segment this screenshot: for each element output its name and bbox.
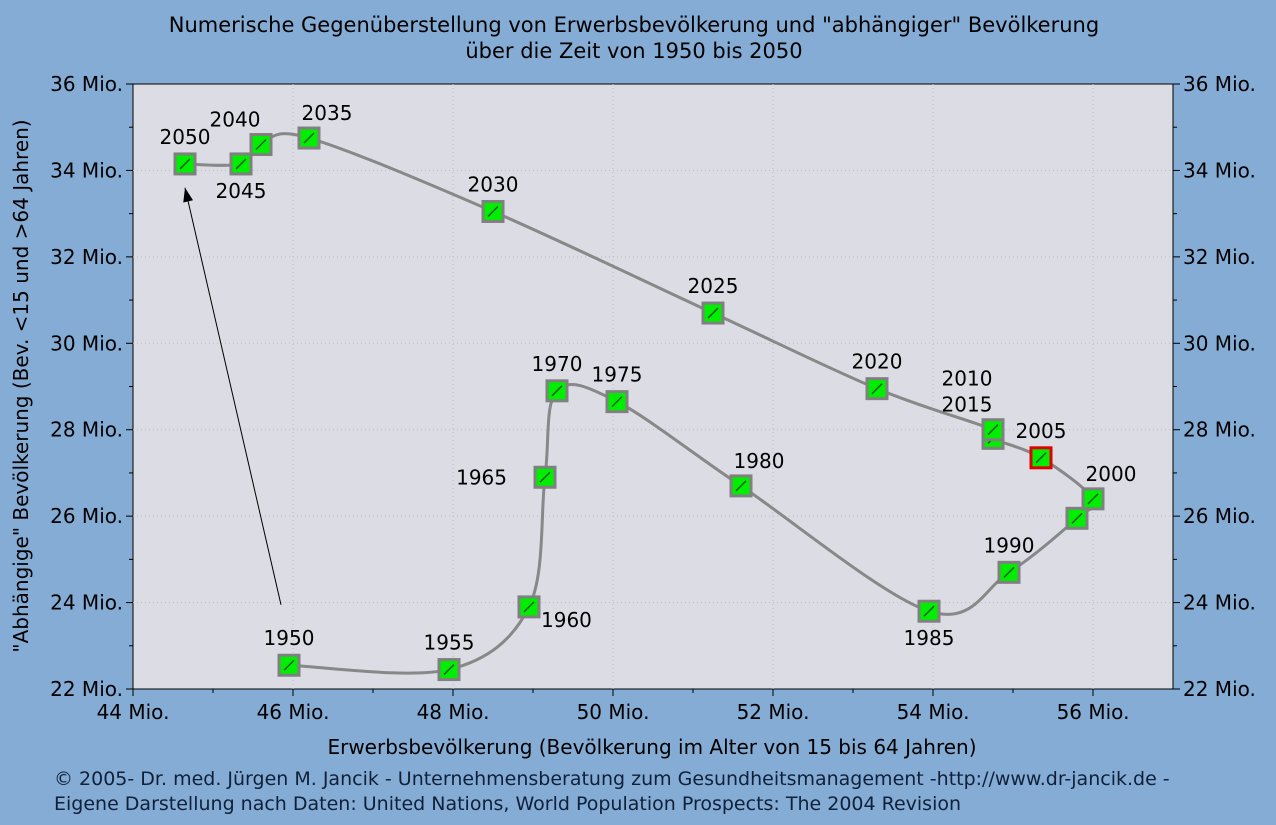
x-axis-label: Erwerbsbevölkerung (Bevölkerung im Alter… — [327, 735, 976, 759]
y-tick-label-right: 34 Mio. — [1183, 158, 1256, 182]
y-tick-label-right: 28 Mio. — [1183, 418, 1256, 442]
y-axis-label: "Abhängige" Bevölkerung (Bev. <15 und >6… — [9, 119, 33, 652]
point-label-1965: 1965 — [456, 465, 507, 489]
point-label-2020: 2020 — [852, 350, 903, 374]
point-label-1980: 1980 — [734, 449, 785, 473]
trend-arrow-head — [183, 187, 194, 203]
data-point-mark-1975 — [611, 396, 623, 408]
data-point-mark-2025 — [707, 307, 719, 319]
data-point-mark-2030 — [487, 205, 499, 218]
y-tick-label-left: 34 Mio. — [50, 158, 123, 182]
y-tick-label-right: 22 Mio. — [1183, 677, 1256, 701]
data-point-mark-1980 — [735, 480, 747, 492]
y-tick-label-left: 30 Mio. — [50, 331, 123, 355]
data-point-mark-2000 — [1087, 493, 1099, 505]
point-label-2040: 2040 — [210, 108, 261, 132]
point-label-2035: 2035 — [302, 101, 353, 125]
x-tick-label: 44 Mio. — [97, 700, 170, 724]
point-label-2015: 2015 — [942, 393, 993, 417]
data-point-mark-1995 — [1071, 512, 1083, 524]
data-point-mark-2040 — [255, 138, 267, 151]
y-tick-label-right: 24 Mio. — [1183, 591, 1256, 615]
chart-subtitle: über die Zeit von 1950 bis 2050 — [465, 39, 802, 63]
y-tick-label-left: 26 Mio. — [50, 504, 123, 528]
point-label-2050: 2050 — [160, 125, 211, 149]
data-point-mark-1990 — [1003, 566, 1015, 578]
point-label-2025: 2025 — [688, 274, 739, 298]
point-label-1970: 1970 — [532, 352, 583, 376]
point-label-1975: 1975 — [592, 363, 643, 387]
data-point-mark-2035 — [303, 132, 315, 144]
footer-source: Eigene Darstellung nach Daten: United Na… — [54, 793, 961, 815]
x-tick-label: 56 Mio. — [1057, 700, 1130, 724]
data-point-mark-2050 — [179, 158, 191, 170]
x-tick-label: 54 Mio. — [897, 700, 970, 724]
y-tick-label-left: 24 Mio. — [50, 591, 123, 615]
point-label-2005: 2005 — [1016, 419, 1067, 443]
data-point-mark-2020 — [871, 383, 883, 395]
plot-area: 44 Mio. 46 Mio. 48 Mio. 50 Mio. 52 Mio. 54 Mi… — [50, 72, 1256, 724]
point-label-1955: 1955 — [424, 631, 475, 655]
y-tick-label-left: 22 Mio. — [50, 677, 123, 701]
x-tick-label: 48 Mio. — [417, 700, 490, 724]
x-tick-label: 50 Mio. — [577, 700, 650, 724]
data-point-mark-1970 — [551, 385, 563, 397]
y-tick-label-right: 30 Mio. — [1183, 331, 1256, 355]
data-point-mark-1955 — [443, 664, 455, 676]
data-point-mark-1985 — [923, 605, 935, 617]
point-label-2000: 2000 — [1086, 462, 1137, 486]
data-point-mark-2045 — [235, 158, 247, 170]
y-tick-label-right: 36 Mio. — [1183, 72, 1256, 96]
data-point-mark-1960 — [523, 601, 535, 613]
data-point-mark-2015 — [987, 424, 999, 436]
point-label-2045: 2045 — [216, 179, 267, 203]
point-label-1985: 1985 — [904, 626, 955, 650]
point-label-1960: 1960 — [541, 608, 592, 632]
data-point-mark-1965 — [539, 471, 551, 483]
point-label-2030: 2030 — [468, 172, 519, 196]
point-label-1950: 1950 — [264, 626, 315, 650]
point-label-2010: 2010 — [942, 367, 993, 391]
y-tick-label-left: 32 Mio. — [50, 245, 123, 269]
x-tick-label: 52 Mio. — [737, 700, 810, 724]
data-point-mark-2005 — [1035, 452, 1047, 464]
point-label-1990: 1990 — [984, 533, 1035, 557]
data-point-mark-1950 — [283, 659, 295, 671]
y-tick-label-left: 36 Mio. — [50, 72, 123, 96]
plot-background — [132, 83, 1174, 690]
y-tick-label-left: 28 Mio. — [50, 418, 123, 442]
x-tick-label: 46 Mio. — [257, 700, 330, 724]
footer-copyright: © 2005- Dr. med. Jürgen M. Jancik - Unte… — [54, 768, 1170, 790]
y-tick-label-right: 32 Mio. — [1183, 245, 1256, 269]
y-tick-label-right: 26 Mio. — [1183, 504, 1256, 528]
trend-arrow-line — [184, 187, 282, 605]
chart-title: Numerische Gegenüberstellung von Erwerbs… — [169, 13, 1099, 37]
